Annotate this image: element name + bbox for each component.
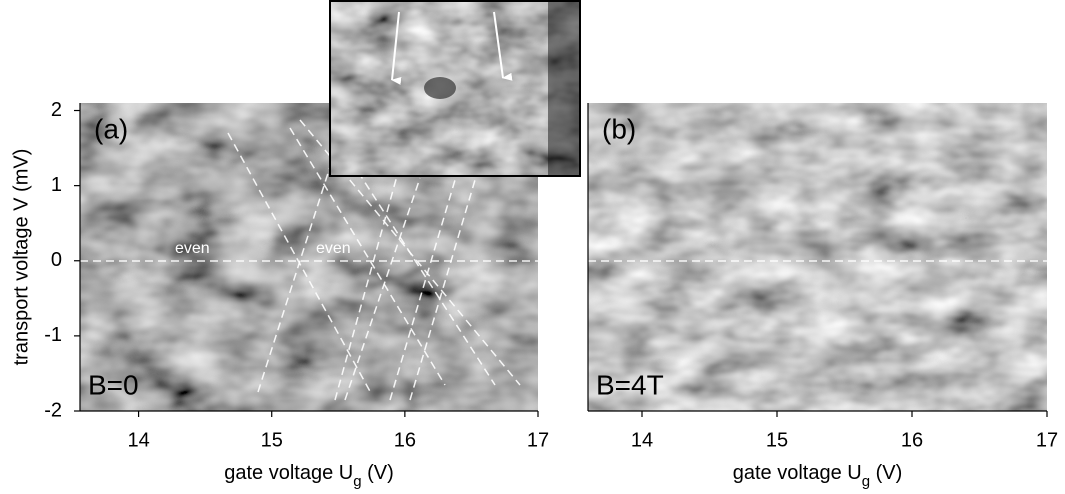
note: even [175, 240, 210, 257]
x-axis-label-main: gate voltage U [733, 462, 862, 484]
x-tick-label: 15 [766, 429, 788, 451]
x-axis-label-unit: (V) [870, 462, 902, 484]
x-tick-label: 14 [127, 429, 149, 451]
panel-label: (b) [602, 113, 636, 144]
inset-frame [329, 0, 581, 177]
y-tick-label: 1 [51, 174, 62, 196]
x-tick-label: 16 [394, 429, 416, 451]
x-axis-label: gate voltage Ug (V) [224, 462, 394, 490]
panel-annotation: B=4T [596, 369, 664, 400]
heatmap [588, 103, 1047, 411]
guide-line [289, 127, 446, 386]
x-axis-label: gate voltage Ug (V) [733, 462, 903, 490]
x-axis-label-sub: g [862, 473, 870, 490]
y-tick-label: -2 [44, 399, 62, 421]
x-tick-label: 14 [631, 429, 653, 451]
panel-annotation: B=0 [88, 369, 139, 400]
x-tick-label: 16 [901, 429, 923, 451]
panel: 14 15 16 17 gate voltage Ug (V) (b) B=4T [587, 103, 1058, 490]
x-axis-label-sub: g [353, 473, 361, 490]
y-tick-label: 0 [51, 249, 62, 271]
x-axis-label-unit: (V) [362, 462, 394, 484]
guide-line [227, 132, 373, 396]
inset-dark-edge [548, 1, 580, 176]
y-tick-label: -1 [44, 324, 62, 346]
guide-line [334, 164, 401, 401]
inset-arrow [391, 11, 402, 85]
x-tick-label: 17 [527, 429, 549, 451]
note: even [316, 240, 351, 257]
x-tick-label: 17 [1036, 429, 1058, 451]
guide-line [329, 127, 496, 386]
inset-arrow [493, 11, 513, 81]
x-axis-label-main: gate voltage U [224, 462, 353, 484]
y-tick-label: 2 [51, 99, 62, 121]
inset [329, 0, 581, 177]
y-axis-label: transport voltage V (mV) [10, 149, 32, 366]
guide-line [344, 177, 421, 401]
inset-dot [424, 77, 456, 99]
panel-label: (a) [94, 113, 128, 144]
x-tick-label: 15 [261, 429, 283, 451]
